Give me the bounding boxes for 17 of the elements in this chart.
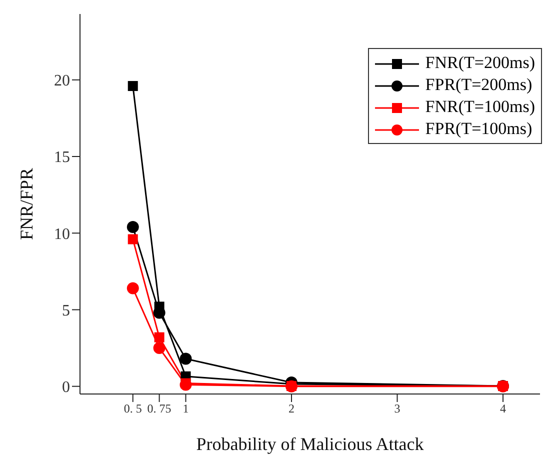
x-tick-label: 2 [288, 402, 294, 416]
legend-label: FPR(T=200ms) [425, 75, 532, 94]
legend-label: FNR(T=200ms) [425, 53, 535, 72]
x-tick-label: 0. 75 [147, 402, 172, 416]
x-tick-label: 0. 5 [124, 402, 142, 416]
legend-label: FPR(T=100ms) [425, 119, 532, 138]
y-tick-label: 20 [54, 72, 70, 90]
x-axis-title: Probability of Malicious Attack [196, 434, 424, 454]
y-axis-title: FNR/FPR [16, 168, 36, 240]
y-tick-label: 5 [62, 302, 70, 320]
y-tick-label: 10 [54, 226, 70, 243]
y-tick-label: 0 [62, 379, 70, 396]
x-tick-label: 1 [182, 402, 189, 416]
y-tick-label: 15 [54, 149, 70, 166]
x-tick-label: 3 [394, 402, 400, 416]
x-tick-label: 4 [500, 402, 506, 416]
legend-label: FNR(T=100ms) [425, 97, 535, 116]
